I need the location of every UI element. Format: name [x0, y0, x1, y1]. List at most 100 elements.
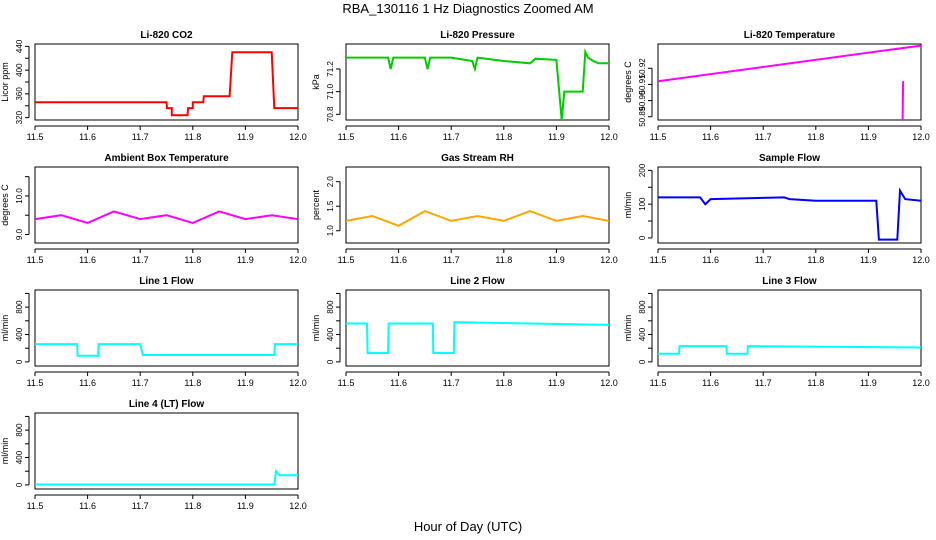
y-axis-label: ml/min [311, 315, 321, 342]
panel-title: Li-820 CO2 [140, 30, 193, 41]
x-tick-label: 11.8 [807, 378, 824, 388]
panel-title: Line 2 Flow [450, 276, 505, 287]
y-tick-label: 0 [15, 482, 24, 487]
x-tick-label: 12.0 [912, 132, 930, 142]
y-axis-label: kPa [311, 74, 321, 90]
y-tick-label: 800 [15, 423, 24, 437]
plot-frame [34, 43, 299, 121]
y-tick-label: 800 [326, 300, 335, 314]
y-tick-label: 2.0 [326, 176, 335, 188]
x-tick-label: 11.6 [79, 378, 96, 388]
x-tick-label: 12.0 [912, 255, 930, 265]
y-tick-label: 400 [326, 327, 335, 341]
y-tick-label: 10.0 [15, 188, 24, 204]
x-tick-label: 11.9 [548, 132, 565, 142]
x-tick-label: 11.7 [443, 378, 460, 388]
y-tick-label: 800 [15, 300, 24, 314]
chart-panel: Line 1 Flow ml/min 11.5 11.6 11.7 11.8 11.9 12.… [0, 276, 307, 388]
x-tick-label: 11.9 [860, 378, 877, 388]
panel-title: Sample Flow [759, 153, 820, 164]
x-tick-label: 11.5 [27, 378, 44, 388]
chart-panel: Line 3 Flow ml/min 11.5 11.6 11.7 11.8 11.9 12.… [623, 276, 930, 388]
x-tick-label: 11.6 [390, 378, 407, 388]
x-tick-label: 11.8 [184, 255, 201, 265]
x-tick-label: 11.8 [807, 132, 824, 142]
data-series-line [901, 81, 905, 120]
x-tick-label: 11.8 [495, 378, 512, 388]
x-tick-label: 11.9 [860, 132, 877, 142]
x-tick-label: 11.5 [338, 378, 355, 388]
x-tick-label: 11.6 [702, 132, 719, 142]
x-tick-label: 11.6 [390, 132, 407, 142]
plot-frame [345, 43, 610, 121]
y-axis-label: degrees C [623, 61, 633, 103]
y-tick-label: 50.89 [638, 106, 647, 127]
data-series-line [346, 210, 609, 227]
x-tick-label: 11.5 [650, 132, 667, 142]
x-tick-label: 11.6 [390, 255, 407, 265]
x-tick-label: 11.5 [27, 255, 44, 265]
x-tick-label: 11.5 [338, 255, 355, 265]
chart-panel: Sample Flow ml/min 11.5 11.6 11.7 11.8 11.9 12.… [623, 153, 930, 265]
x-tick-label: 12.0 [289, 378, 307, 388]
y-axis-label: ml/min [0, 438, 10, 465]
y-tick-label: 0 [638, 359, 647, 364]
y-tick-label: 440 [15, 39, 24, 53]
figure-xlabel: Hour of Day (UTC) [414, 519, 522, 534]
x-tick-label: 11.9 [237, 501, 254, 511]
y-tick-label: 0 [638, 235, 647, 240]
x-tick-label: 12.0 [289, 132, 307, 142]
x-tick-label: 12.0 [289, 501, 307, 511]
data-series-line [346, 47, 609, 120]
x-tick-label: 12.0 [600, 378, 618, 388]
y-tick-label: 70.8 [326, 106, 335, 122]
x-tick-label: 11.7 [755, 255, 772, 265]
x-tick-label: 11.7 [132, 501, 149, 511]
x-tick-label: 11.8 [184, 378, 201, 388]
y-tick-label: 320 [15, 110, 24, 124]
x-tick-label: 11.8 [184, 132, 201, 142]
x-tick-label: 11.5 [27, 501, 44, 511]
x-tick-label: 11.9 [237, 132, 254, 142]
y-tick-label: 400 [15, 63, 24, 77]
y-tick-label: 71.0 [326, 83, 335, 99]
x-tick-label: 11.6 [79, 501, 96, 511]
data-series-line [658, 187, 921, 241]
y-tick-label: 50.90 [638, 90, 647, 111]
panel-title: Line 4 (LT) Flow [129, 399, 205, 410]
x-tick-label: 11.9 [237, 255, 254, 265]
x-tick-label: 11.9 [548, 378, 565, 388]
x-tick-label: 11.7 [132, 132, 149, 142]
panel-title: Line 3 Flow [762, 276, 817, 287]
chart-panel: Line 2 Flow ml/min 11.5 11.6 11.7 11.8 11.9 12.… [311, 276, 618, 388]
x-tick-label: 11.8 [495, 255, 512, 265]
plot-frame [345, 289, 610, 367]
y-tick-label: 800 [638, 300, 647, 314]
y-tick-label: 100 [638, 197, 647, 211]
x-tick-label: 11.5 [650, 255, 667, 265]
y-axis-label: ml/min [623, 192, 633, 219]
panel-title: Ambient Box Temperature [104, 153, 229, 164]
y-axis-label: percent [311, 189, 321, 220]
plot-frame [34, 412, 299, 490]
y-tick-label: 1.5 [326, 200, 335, 212]
x-tick-label: 11.6 [79, 132, 96, 142]
y-tick-label: 400 [638, 327, 647, 341]
y-tick-label: 0 [15, 359, 24, 364]
x-tick-label: 11.8 [184, 501, 201, 511]
x-tick-label: 11.7 [443, 255, 460, 265]
y-axis-label: degrees C [0, 184, 10, 226]
x-tick-label: 11.8 [495, 132, 512, 142]
data-series-line [346, 321, 609, 354]
data-series-line [658, 345, 921, 355]
chart-panel: Line 4 (LT) Flow ml/min 11.5 11.6 11.7 11.8 11… [0, 399, 307, 511]
x-tick-label: 11.5 [338, 132, 355, 142]
panel-title: Gas Stream RH [441, 153, 514, 164]
y-tick-label: 0 [326, 359, 335, 364]
x-tick-label: 11.5 [27, 132, 44, 142]
chart-panel: Li-820 Temperature degrees C 11.5 11.6 11.7 1… [623, 30, 930, 142]
x-tick-label: 11.5 [650, 378, 667, 388]
data-series-line [35, 343, 298, 357]
x-tick-label: 11.6 [702, 255, 719, 265]
